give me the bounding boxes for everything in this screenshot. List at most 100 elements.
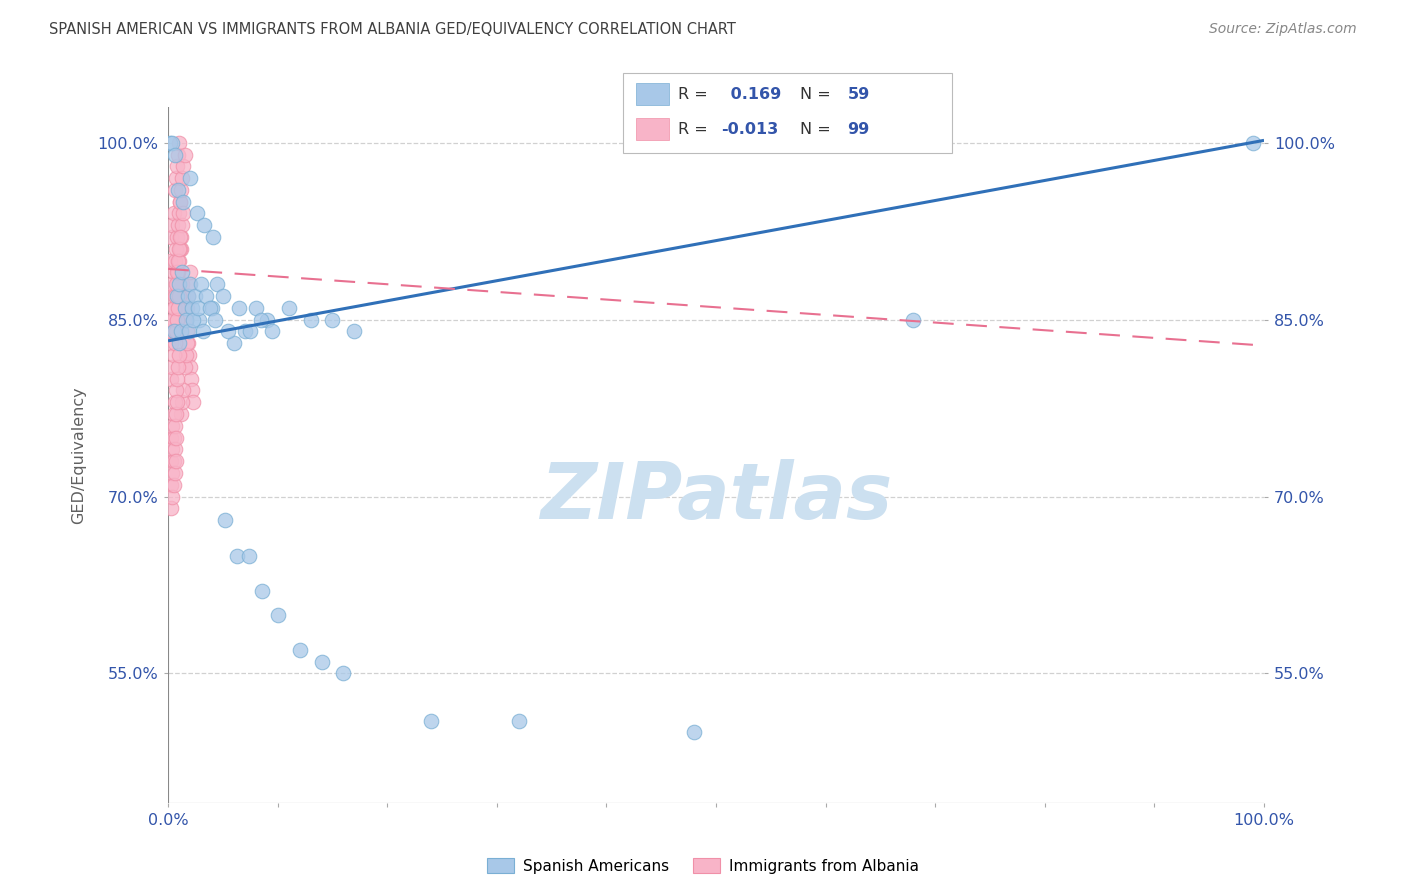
Point [160,431,183,445]
Point [159,136,181,150]
Point [172,206,194,220]
Point [172,289,194,303]
Point [177,325,200,339]
Point [162,325,184,339]
Point [160,371,183,385]
Point [214,513,236,527]
Text: 59: 59 [848,87,870,103]
Point [167,206,190,220]
Point [201,301,224,315]
Point [173,359,195,374]
Point [311,655,333,669]
Point [181,395,204,409]
Point [683,725,706,739]
Point [172,395,194,409]
Point [176,325,198,339]
Point [160,325,183,339]
Text: R =: R = [678,122,713,137]
Point [299,312,322,326]
Point [160,336,183,351]
Point [176,301,198,315]
Text: N =: N = [800,122,837,137]
Point [166,371,188,385]
Point [167,253,190,268]
Point [167,289,190,303]
Point [165,277,187,292]
Point [166,159,188,173]
Y-axis label: GED/Equivalency: GED/Equivalency [72,386,86,524]
Point [217,325,239,339]
Point [173,301,195,315]
Point [165,242,187,256]
Point [162,312,184,326]
Point [198,301,221,315]
Point [162,490,184,504]
Point [228,301,250,315]
Bar [636,83,669,105]
Legend: Spanish Americans, Immigrants from Albania: Spanish Americans, Immigrants from Alban… [481,852,925,880]
Point [181,384,204,398]
Point [160,477,183,491]
Point [343,325,366,339]
Point [173,301,195,315]
Point [162,418,184,433]
Point [165,289,187,303]
Point [163,183,186,197]
Point [167,253,190,268]
Point [212,289,235,303]
Point [162,206,184,220]
Point [166,277,188,292]
Point [163,301,186,315]
Point [163,253,186,268]
Text: SPANISH AMERICAN VS IMMIGRANTS FROM ALBANIA GED/EQUIVALENCY CORRELATION CHART: SPANISH AMERICAN VS IMMIGRANTS FROM ALBA… [49,22,737,37]
Point [184,289,207,303]
Point [250,312,273,326]
Text: 0.169: 0.169 [725,87,782,103]
Point [167,265,190,279]
Point [193,219,215,233]
Point [165,431,187,445]
Point [165,325,187,339]
Point [288,643,311,657]
Point [187,312,209,326]
Point [162,407,184,421]
Point [160,289,183,303]
Point [166,289,188,303]
Point [162,136,184,150]
Point [177,277,200,292]
Text: ZIPatlas: ZIPatlas [540,459,893,535]
Point [186,206,208,220]
Point [201,230,224,244]
Point [172,219,194,233]
Point [167,147,190,161]
Point [252,583,274,598]
Point [204,312,226,326]
Point [162,265,184,279]
Point [165,171,187,186]
Text: Source: ZipAtlas.com: Source: ZipAtlas.com [1209,22,1357,37]
Point [167,242,190,256]
Point [262,325,284,339]
Point [165,407,187,421]
Point [167,336,190,351]
Point [172,194,194,209]
Point [172,384,194,398]
Point [162,477,184,491]
Point [162,359,184,374]
Point [903,312,925,326]
Point [179,277,201,292]
Point [170,407,193,421]
Point [177,336,200,351]
Point [177,289,200,303]
Point [162,277,184,292]
Text: N =: N = [800,87,837,103]
Point [166,395,188,409]
Point [167,277,190,292]
FancyBboxPatch shape [623,72,952,153]
Point [169,194,191,209]
Point [159,253,181,268]
Point [181,301,204,315]
Point [162,348,184,362]
Point [167,348,190,362]
Point [172,171,194,186]
